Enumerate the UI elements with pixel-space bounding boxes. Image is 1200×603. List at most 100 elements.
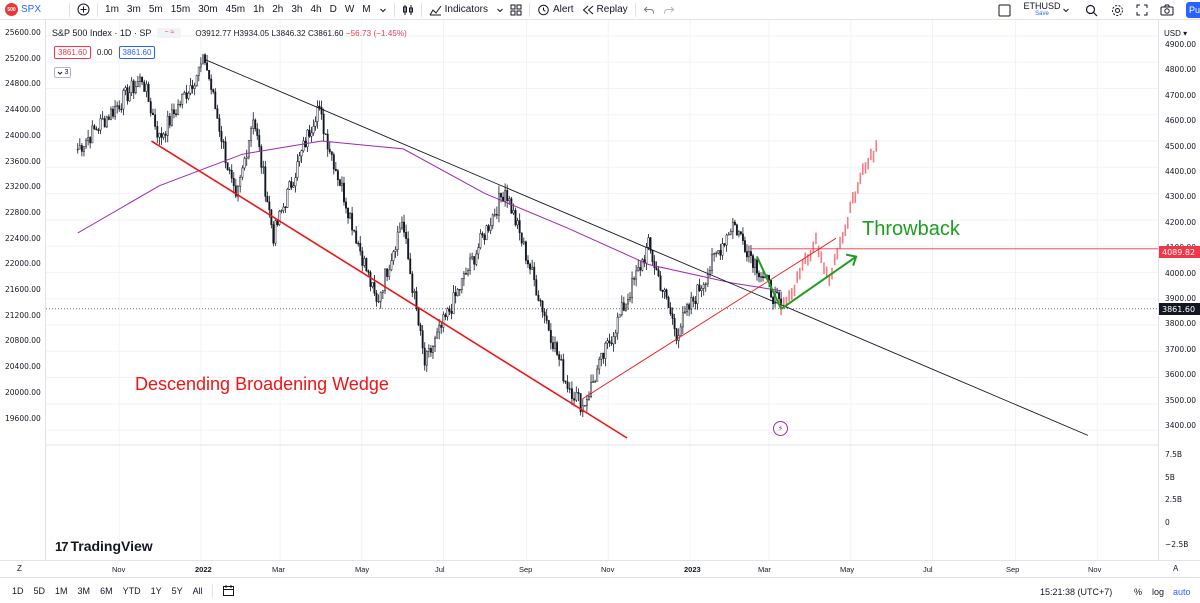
time-label: Sep xyxy=(1006,565,1020,574)
interval-1m[interactable]: 1m xyxy=(105,4,119,15)
log-toggle[interactable]: log xyxy=(1152,587,1165,597)
interval-3m[interactable]: 3m xyxy=(126,4,141,15)
range-5d[interactable]: 5D xyxy=(33,585,46,596)
fullscreen-button[interactable] xyxy=(1136,0,1148,20)
range-ytd[interactable]: YTD xyxy=(122,585,141,596)
sell-button[interactable]: 3861.60 xyxy=(54,46,91,59)
range-1m[interactable]: 1M xyxy=(55,585,68,596)
candle-body xyxy=(193,85,196,89)
candle-body xyxy=(704,283,707,285)
interval-d[interactable]: D xyxy=(329,4,337,15)
candle-body xyxy=(260,146,263,168)
candle-body xyxy=(314,121,317,127)
replay-button[interactable]: Replay xyxy=(578,0,632,20)
lightning-icon[interactable]: ⚡ xyxy=(773,421,788,436)
candle-body xyxy=(141,76,144,83)
publish-button[interactable]: Pu xyxy=(1186,2,1200,18)
range-1d[interactable]: 1D xyxy=(12,585,24,596)
templates-button[interactable] xyxy=(492,0,526,20)
candle-body xyxy=(93,125,96,130)
candle-body xyxy=(89,137,92,144)
left-tick-label: 22400.00 xyxy=(5,233,41,243)
candle-body xyxy=(690,297,693,310)
wedge-annotation[interactable]: Descending Broadening Wedge xyxy=(135,374,389,394)
candle-body xyxy=(386,268,389,277)
candle-body xyxy=(357,242,360,245)
left-price-scale[interactable]: 25600.00 25200.00 24800.00 24400.00 24000.00… xyxy=(0,20,46,560)
candle-body xyxy=(598,359,601,370)
indicators-button[interactable]: Indicators xyxy=(425,0,492,20)
interval-w[interactable]: W xyxy=(344,4,355,15)
interval-m[interactable]: M xyxy=(362,4,371,15)
undo-icon xyxy=(643,6,654,13)
candle-body xyxy=(222,141,225,143)
range-6m[interactable]: 6M xyxy=(100,585,113,596)
range-3m[interactable]: 3M xyxy=(77,585,91,596)
interval-dropdown[interactable] xyxy=(375,0,391,20)
undo-button[interactable] xyxy=(639,0,659,20)
interval-3h[interactable]: 3h xyxy=(291,4,303,15)
currency-label[interactable]: USD ▾ xyxy=(1164,29,1188,38)
interval-2h[interactable]: 2h xyxy=(272,4,284,15)
time-label: Jul xyxy=(923,565,933,574)
throwback-annotation[interactable]: Throwback xyxy=(862,218,960,240)
watchlist-toggle[interactable] xyxy=(998,0,1011,20)
left-tick-label: 25200.00 xyxy=(5,53,41,63)
left-tick-label: 21600.00 xyxy=(5,285,41,294)
layout-save-box[interactable]: ETHUSD Save xyxy=(1014,0,1070,20)
auto-scale-button[interactable]: A xyxy=(1173,564,1179,573)
layout-menu-button[interactable] xyxy=(1062,0,1070,20)
interval-30m[interactable]: 30m xyxy=(198,4,218,15)
candle-body xyxy=(262,166,265,168)
symbol-search[interactable]: 500 SPX xyxy=(0,0,45,20)
legend-title[interactable]: S&P 500 Index · 1D · SP xyxy=(52,28,152,38)
chart-type-button[interactable] xyxy=(398,0,418,20)
candle-body xyxy=(177,103,180,115)
right-price-scale[interactable]: USD ▾ 4900.00 4800.00 4700.00 4600.00 4500.0… xyxy=(1158,20,1200,560)
search-button[interactable] xyxy=(1085,0,1098,20)
last-price-tag[interactable]: 3861.60 xyxy=(1159,303,1200,315)
indicator-collapse-button[interactable]: 3 xyxy=(54,67,71,78)
candle-body xyxy=(175,113,177,115)
legend-eye-icon[interactable]: − ≈ xyxy=(157,28,182,38)
compare-button[interactable] xyxy=(73,0,94,20)
clock-label[interactable]: 15:21:38 (UTC+7) xyxy=(1040,587,1113,597)
candle-body xyxy=(145,83,148,92)
candle-body xyxy=(622,302,625,311)
interval-4h[interactable]: 4h xyxy=(310,4,322,15)
auto-toggle[interactable]: auto xyxy=(1173,587,1191,597)
goto-date-button[interactable] xyxy=(217,578,240,603)
tradingview-logo[interactable]: 17 TradingView xyxy=(55,538,153,554)
candle-body xyxy=(164,133,167,136)
chart-pane[interactable] xyxy=(46,20,1158,560)
range-5y[interactable]: 5Y xyxy=(171,585,183,596)
left-tick-label: 25600.00 xyxy=(5,28,41,37)
close-value: C3861.60 xyxy=(308,28,344,38)
interval-1h[interactable]: 1h xyxy=(253,4,265,15)
candle-body xyxy=(594,381,597,383)
candle-body xyxy=(758,272,760,278)
candle-body xyxy=(575,392,578,401)
zoom-toggle-button[interactable]: Z xyxy=(17,564,22,573)
chart-canvas[interactable] xyxy=(46,20,1158,560)
candle-body xyxy=(694,300,697,304)
settings-button[interactable] xyxy=(1111,0,1124,20)
resistance-price-tag[interactable]: 4089.82 xyxy=(1159,246,1200,258)
redo-button[interactable] xyxy=(659,0,679,20)
candle-body xyxy=(438,324,441,333)
interval-15m[interactable]: 15m xyxy=(170,4,191,15)
percent-toggle[interactable]: % xyxy=(1134,587,1143,597)
candle-body xyxy=(310,132,313,137)
interval-45m[interactable]: 45m xyxy=(225,4,246,15)
interval-5m[interactable]: 5m xyxy=(148,4,163,15)
alert-button[interactable]: Alert xyxy=(533,0,578,20)
candle-body xyxy=(573,398,576,401)
range-1y[interactable]: 1Y xyxy=(150,585,162,596)
candle-body xyxy=(421,330,424,349)
throwback-down-line xyxy=(756,256,783,310)
buy-button[interactable]: 3861.60 xyxy=(118,46,156,59)
snapshot-button[interactable] xyxy=(1160,0,1174,20)
time-axis[interactable]: Z A Nov 2022 Mar May Jul Sep Nov 2023 Mar May Jul S… xyxy=(0,560,1200,577)
candle-body xyxy=(409,258,412,275)
range-all[interactable]: All xyxy=(192,585,203,596)
